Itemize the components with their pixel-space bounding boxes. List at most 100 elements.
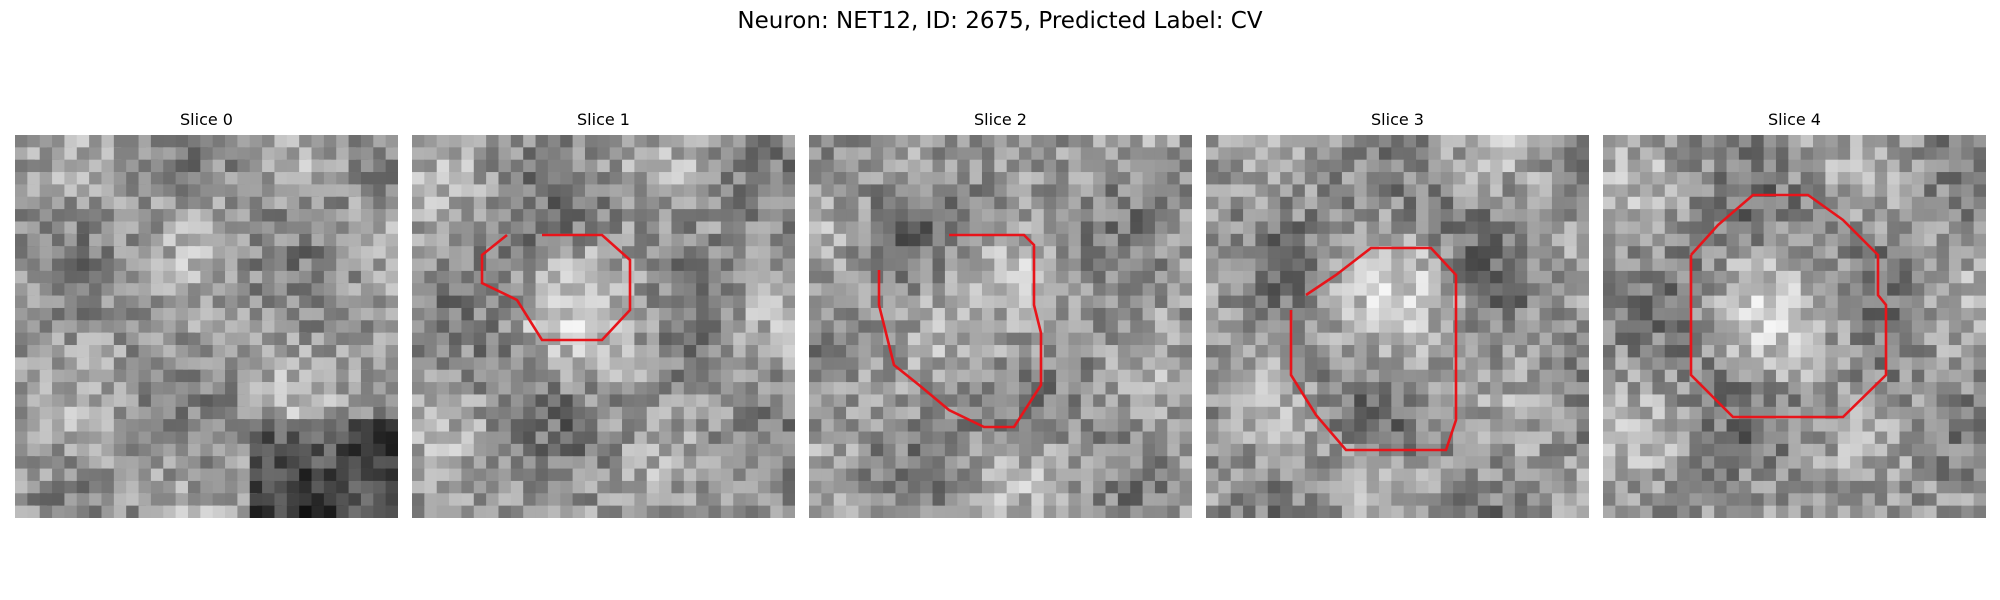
pixel <box>1973 307 1986 321</box>
pixel <box>560 443 574 457</box>
pixel <box>1105 419 1119 433</box>
pixel <box>1255 172 1269 186</box>
pixel <box>1428 394 1442 408</box>
pixel <box>1068 184 1082 198</box>
pixel <box>634 135 648 148</box>
pixel <box>1292 172 1306 186</box>
pixel <box>1317 233 1331 247</box>
pixel <box>1652 394 1666 408</box>
pixel <box>1924 320 1938 334</box>
pixel <box>547 209 561 223</box>
pixel <box>1763 221 1777 235</box>
pixel <box>745 382 759 396</box>
pixel <box>1179 258 1192 272</box>
pixel <box>833 147 847 161</box>
pixel <box>1453 184 1467 198</box>
pixel <box>412 135 425 148</box>
pixel <box>757 493 771 507</box>
pixel <box>1243 295 1257 309</box>
pixel <box>1403 135 1417 148</box>
pixel <box>920 382 934 396</box>
pixel <box>883 505 897 518</box>
pixel <box>720 172 734 186</box>
pixel <box>1751 456 1765 470</box>
pixel <box>745 233 759 247</box>
pixel <box>720 480 734 494</box>
pixel <box>1031 493 1045 507</box>
pixel <box>1354 196 1368 210</box>
pixel <box>1689 258 1703 272</box>
pixel <box>1502 369 1516 383</box>
pixel <box>1453 431 1467 445</box>
pixel <box>683 468 697 482</box>
pixel <box>1154 493 1168 507</box>
pixel <box>1267 159 1281 173</box>
pixel <box>870 295 884 309</box>
pixel <box>473 443 487 457</box>
pixel <box>1627 283 1641 297</box>
pixel <box>1751 246 1765 260</box>
pixel <box>1354 369 1368 383</box>
pixel <box>944 270 958 284</box>
pixel <box>646 295 660 309</box>
pixel <box>1936 172 1950 186</box>
pixel <box>1564 382 1578 396</box>
pixel <box>1142 468 1156 482</box>
pixel <box>1292 394 1306 408</box>
pixel <box>1130 332 1144 346</box>
pixel <box>994 320 1008 334</box>
pixel <box>1701 468 1715 482</box>
pixel <box>572 382 586 396</box>
pixel <box>1911 233 1925 247</box>
pixel <box>572 480 586 494</box>
pixel <box>1825 295 1839 309</box>
pixel <box>1206 320 1219 334</box>
pixel <box>1329 357 1343 371</box>
pixel <box>846 258 860 272</box>
pixel <box>782 480 795 494</box>
pixel <box>1576 270 1589 284</box>
pixel <box>1179 172 1192 186</box>
pixel <box>833 456 847 470</box>
slice-title: Slice 3 <box>1371 110 1424 129</box>
pixel <box>436 468 450 482</box>
pixel <box>1006 221 1020 235</box>
pixel <box>1154 295 1168 309</box>
pixel <box>782 468 795 482</box>
pixel <box>1948 431 1962 445</box>
pixel <box>1341 172 1355 186</box>
pixel <box>1652 419 1666 433</box>
pixel <box>1292 135 1306 148</box>
pixel <box>1514 147 1528 161</box>
pixel <box>1341 419 1355 433</box>
pixel <box>1615 468 1629 482</box>
pixel <box>1304 382 1318 396</box>
pixel <box>1304 493 1318 507</box>
pixel <box>671 345 685 358</box>
pixel <box>1477 382 1491 396</box>
pixel <box>646 172 660 186</box>
pixel <box>473 493 487 507</box>
pixel <box>1627 345 1641 358</box>
pixel <box>1652 382 1666 396</box>
pixel <box>1317 295 1331 309</box>
pixel <box>646 493 660 507</box>
pixel <box>1564 394 1578 408</box>
pixel <box>1551 258 1565 272</box>
pixel <box>436 345 450 358</box>
pixel <box>622 172 635 186</box>
pixel <box>510 357 524 371</box>
pixel <box>646 184 660 198</box>
pixel <box>1763 258 1777 272</box>
pixel <box>1477 480 1491 494</box>
pixel <box>1093 345 1107 358</box>
pixel <box>510 159 524 173</box>
pixel <box>1317 307 1331 321</box>
pixel <box>957 357 971 371</box>
pixel <box>1514 184 1528 198</box>
pixel <box>449 270 463 284</box>
pixel <box>858 345 872 358</box>
pixel <box>846 209 860 223</box>
pixel <box>473 233 487 247</box>
pixel <box>1603 357 1616 371</box>
